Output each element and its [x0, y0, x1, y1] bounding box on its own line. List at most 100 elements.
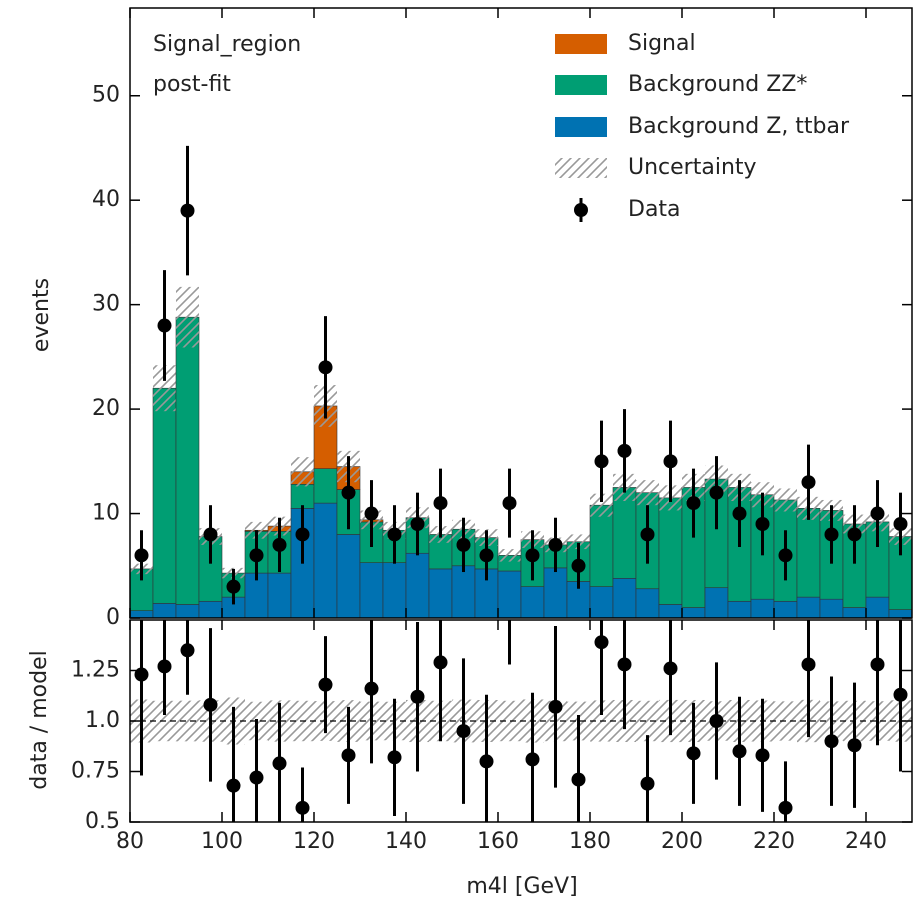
- ratio-point: [410, 689, 425, 704]
- ratio-point: [180, 643, 195, 658]
- data-point: [893, 516, 908, 531]
- data-point: [502, 496, 517, 511]
- data-point: [801, 475, 816, 490]
- uncertainty-band: [774, 488, 797, 512]
- bar-segment: [658, 604, 683, 618]
- bar-segment: [198, 600, 223, 618]
- x-tick-label: 100: [201, 829, 243, 854]
- ratio-point: [824, 734, 839, 749]
- ratio-point: [364, 681, 379, 696]
- bar-segment: [658, 497, 683, 605]
- uncertainty-band: [498, 549, 521, 562]
- legend-swatch: [555, 158, 607, 178]
- bar-segment: [819, 598, 844, 618]
- legend-label: Data: [628, 197, 681, 222]
- data-point: [709, 485, 724, 500]
- ratio-point: [226, 778, 241, 793]
- x-tick-label: 180: [569, 829, 611, 854]
- data-point: [433, 496, 448, 511]
- data-point: [617, 443, 632, 458]
- bar-segment: [290, 484, 315, 509]
- bar-segment: [681, 607, 706, 618]
- data-point: [778, 548, 793, 563]
- uncertainty-band: [636, 480, 659, 506]
- legend-swatch: [555, 75, 607, 95]
- ratio-point: [318, 677, 333, 692]
- x-tick-label: 160: [477, 829, 519, 854]
- ratio-point: [847, 738, 862, 753]
- ratio-point: [295, 800, 310, 815]
- bar-segment: [750, 598, 775, 618]
- y-tick-label: 1.0: [85, 708, 120, 733]
- bar-segment: [175, 604, 200, 618]
- ratio-uncertainty-band: [498, 700, 521, 742]
- ratio-point: [709, 714, 724, 728]
- uncertainty-band: [567, 534, 590, 550]
- data-point: [456, 537, 471, 552]
- data-point: [548, 537, 563, 552]
- bar-segment: [612, 578, 637, 618]
- bar-segment: [635, 588, 660, 618]
- ratio-uncertainty-band: [176, 700, 199, 742]
- uncertainty-band: [176, 286, 199, 348]
- bar-segment: [727, 600, 752, 618]
- bar-segment: [589, 504, 614, 587]
- x-tick-label: 200: [661, 829, 703, 854]
- data-point: [134, 548, 149, 563]
- ratio-point: [525, 752, 540, 767]
- bar-segment: [313, 468, 338, 504]
- x-tick-label: 80: [116, 829, 144, 854]
- bar-segment: [704, 587, 729, 618]
- data-point: [203, 527, 218, 542]
- uncertainty-band: [153, 365, 176, 412]
- bar-segment: [382, 562, 407, 618]
- data-point: [847, 527, 862, 542]
- legend-label: Uncertainty: [628, 155, 757, 180]
- ratio-point: [640, 776, 655, 791]
- uncertainty-band: [590, 493, 613, 517]
- ratio-point: [594, 635, 609, 650]
- data-point: [295, 527, 310, 542]
- data-point: [479, 548, 494, 563]
- x-tick-label: 240: [845, 829, 887, 854]
- bar-segment: [773, 600, 798, 618]
- ratio-point: [732, 744, 747, 759]
- bar-segment: [175, 316, 200, 605]
- bar-segment: [451, 565, 476, 618]
- bar-segment: [796, 508, 821, 598]
- x-tick-label: 140: [385, 829, 427, 854]
- ratio-point: [663, 661, 678, 676]
- bar-segment: [130, 610, 154, 618]
- legend-swatch: [555, 34, 607, 54]
- main-panel: [130, 145, 912, 618]
- data-point: [387, 527, 402, 542]
- axes: [129, 7, 913, 823]
- bar-segment: [359, 562, 384, 618]
- ratio-point: [272, 756, 287, 771]
- data-point: [272, 537, 287, 552]
- bar-segment: [520, 586, 545, 618]
- ratio-point: [617, 657, 632, 672]
- ratio-point: [203, 697, 218, 712]
- ratio-point: [893, 687, 908, 702]
- bar-segment: [497, 570, 522, 618]
- bar-segment: [796, 596, 821, 618]
- bar-segment: [267, 572, 292, 618]
- data-point: [249, 548, 264, 563]
- y-tick-label: 40: [92, 187, 120, 212]
- bar-segment: [612, 487, 637, 579]
- y-tick-label: 30: [92, 292, 120, 317]
- y-tick-label: 10: [92, 501, 120, 526]
- y-tick-label: 0.75: [71, 759, 120, 784]
- annotation: Signal_region: [153, 32, 301, 57]
- ratio-point: [433, 655, 448, 670]
- data-point: [755, 516, 770, 531]
- data-point: [341, 485, 356, 500]
- data-point: [364, 506, 379, 521]
- main-frame: [129, 7, 913, 619]
- ratio-point: [571, 772, 586, 787]
- data-point: [732, 506, 747, 521]
- data-point: [410, 516, 425, 531]
